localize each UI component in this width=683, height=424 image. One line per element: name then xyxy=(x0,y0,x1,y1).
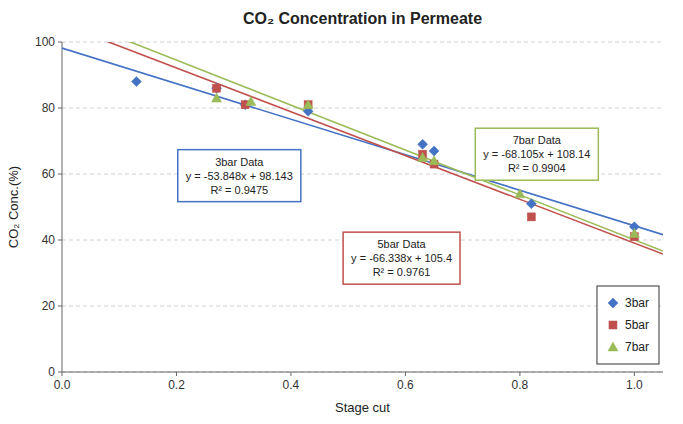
trend-line xyxy=(62,42,663,254)
y-tick-label: 20 xyxy=(42,299,56,313)
grid-line xyxy=(62,108,663,109)
point xyxy=(212,83,222,93)
x-tick xyxy=(290,372,291,376)
annotation-text: y = -53.848x + 98.143 xyxy=(186,170,293,182)
trend-line xyxy=(62,42,663,251)
y-tick-label: 0 xyxy=(48,365,55,379)
annotation-box xyxy=(343,232,460,284)
x-tick-label: 0.8 xyxy=(512,378,529,392)
grid-line xyxy=(62,306,663,307)
x-tick xyxy=(176,372,177,376)
y-tick-label: 60 xyxy=(42,167,56,181)
annotation-box xyxy=(475,128,598,180)
point xyxy=(515,189,525,198)
point xyxy=(418,153,428,162)
point xyxy=(304,101,312,109)
point xyxy=(303,100,313,109)
point xyxy=(418,139,428,149)
y-tick xyxy=(58,306,62,307)
annotation-text: 3bar Data xyxy=(215,156,264,168)
point xyxy=(246,96,256,105)
x-tick-label: 0.0 xyxy=(54,378,71,392)
legend-box xyxy=(597,286,659,364)
point xyxy=(526,199,536,209)
point xyxy=(131,77,141,87)
y-tick-label: 40 xyxy=(42,233,56,247)
y-tick xyxy=(58,174,62,175)
y-tick xyxy=(58,108,62,109)
grid-line xyxy=(62,372,663,373)
x-tick xyxy=(519,372,520,376)
x-tick-label: 0.4 xyxy=(283,378,300,392)
title: CO₂ Concentration in Permeate xyxy=(243,10,482,27)
annotation: 7bar Data y = -68.105x + 108.14 R² = 0.990… xyxy=(475,128,598,180)
x-tick-label: 0.2 xyxy=(168,378,185,392)
point xyxy=(429,146,439,156)
x-tick xyxy=(634,372,635,376)
point xyxy=(213,84,221,92)
point xyxy=(212,93,222,102)
annotation: 3bar Data y = -53.848x + 98.143 R² = 0.947… xyxy=(178,150,301,202)
point xyxy=(429,156,439,165)
y-axis-line xyxy=(62,42,63,372)
legend-label: 3bar xyxy=(625,296,649,310)
trend-line xyxy=(62,48,663,235)
annotation-box xyxy=(178,150,301,202)
annotation-text: 7bar Data xyxy=(513,134,562,146)
y-tick-label: 100 xyxy=(35,35,55,49)
y-axis-label: CO₂ Conc.(%) xyxy=(6,166,21,248)
chart: 0.0 0.2 0.4 0.6 0.8 1.0 0 20 40 60 80 100 CO₂ Concen… xyxy=(0,0,683,424)
y-tick xyxy=(58,240,62,241)
x-tick xyxy=(405,372,406,376)
y-tick xyxy=(58,372,62,373)
annotation-text: R² = 0.9761 xyxy=(373,266,431,278)
annotation-text: 5bar Data xyxy=(377,238,426,250)
legend-label: 5bar xyxy=(625,318,649,332)
x-axis-label: Stage cut xyxy=(335,400,390,415)
point xyxy=(629,228,639,237)
y-tick-label: 80 xyxy=(42,101,56,115)
grid-line xyxy=(62,42,663,43)
background xyxy=(0,0,683,424)
x-tick-label: 1.0 xyxy=(626,378,643,392)
annotation-text: R² = 0.9904 xyxy=(508,162,566,174)
plot-data xyxy=(62,42,663,254)
legend-marker xyxy=(608,342,618,351)
legend-marker xyxy=(608,298,618,308)
legend-marker xyxy=(609,321,617,329)
annotation: 5bar Data y = -66.338x + 105.4 R² = 0.9761 xyxy=(343,232,460,284)
legend: 3bar 5bar 7bar xyxy=(597,286,659,364)
x-tick-label: 0.6 xyxy=(397,378,414,392)
y-tick xyxy=(58,42,62,43)
point xyxy=(527,213,535,221)
x-axis-line xyxy=(62,372,663,373)
annotation-text: R² = 0.9475 xyxy=(210,184,268,196)
x-tick xyxy=(62,372,63,376)
legend-label: 7bar xyxy=(625,340,649,354)
annotation-text: y = -66.338x + 105.4 xyxy=(351,252,452,264)
annotation-text: y = -68.105x + 108.14 xyxy=(483,148,590,160)
